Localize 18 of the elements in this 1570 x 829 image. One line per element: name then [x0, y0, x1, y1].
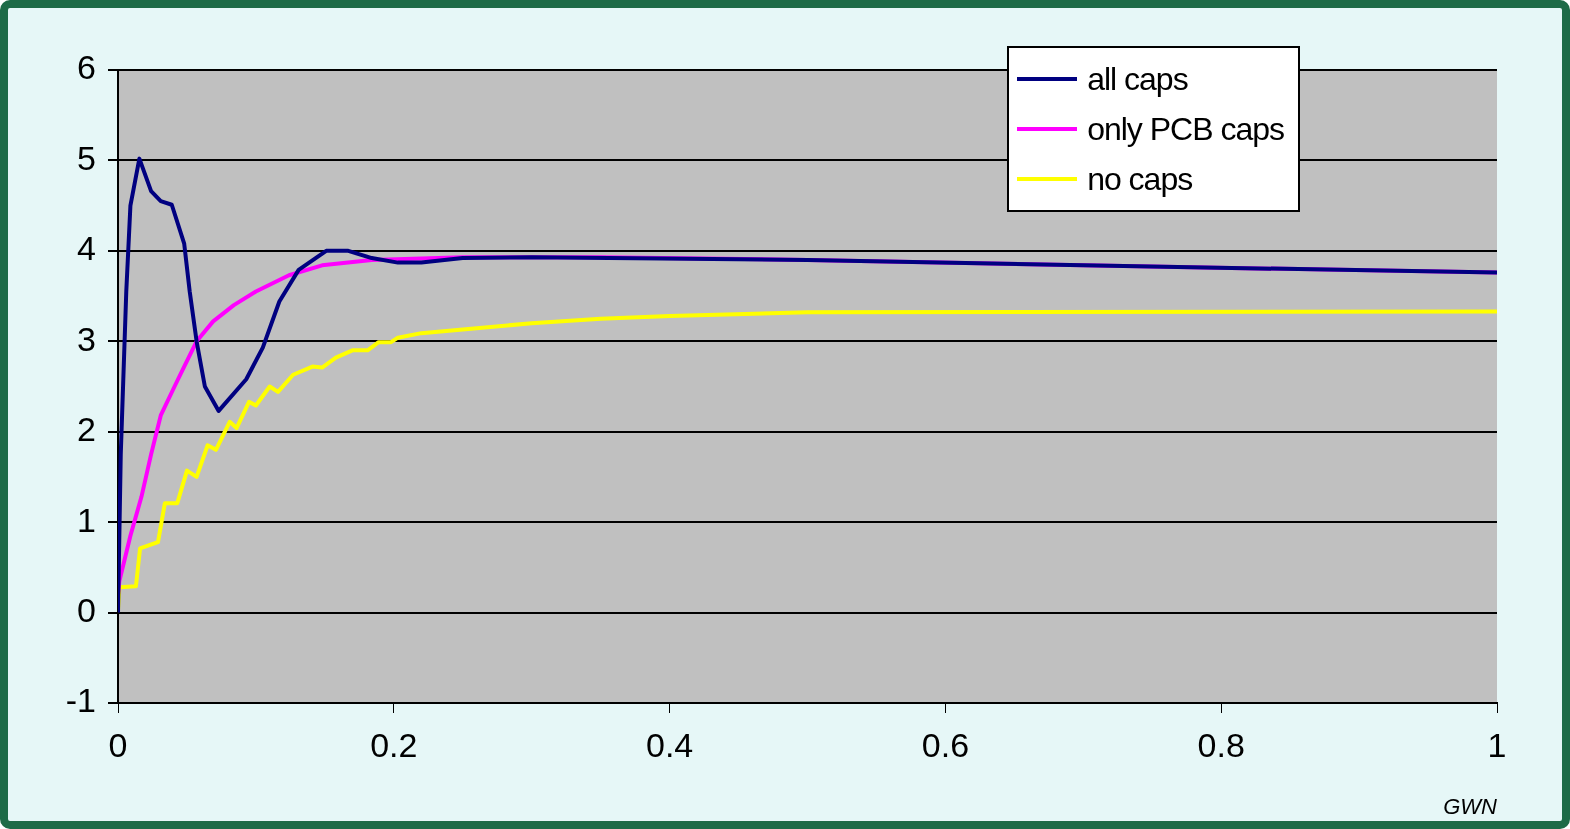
x-axis-title: GWN — [1443, 793, 1498, 819]
y-tick-label: 6 — [77, 48, 96, 87]
legend-label: no caps — [1087, 160, 1193, 198]
y-tick-label: 4 — [77, 229, 96, 268]
y-tick-label: 0 — [77, 590, 96, 629]
y-tick-label: 3 — [77, 319, 96, 358]
y-tick-label: 1 — [77, 500, 96, 539]
x-tick-label: 0 — [108, 725, 128, 764]
y-tick-label: 2 — [77, 410, 96, 449]
x-tick-label: 0.6 — [921, 725, 970, 764]
legend-label: only PCB caps — [1087, 110, 1284, 148]
x-tick-label: 0.2 — [370, 725, 418, 764]
x-tick-label: 0.8 — [1197, 725, 1245, 764]
legend-label: all caps — [1087, 60, 1188, 98]
x-tick-label: 0.4 — [645, 725, 694, 764]
x-tick-label: 1 — [1487, 725, 1507, 764]
y-tick-label: 5 — [77, 138, 96, 177]
y-tick-label: -1 — [65, 681, 96, 720]
